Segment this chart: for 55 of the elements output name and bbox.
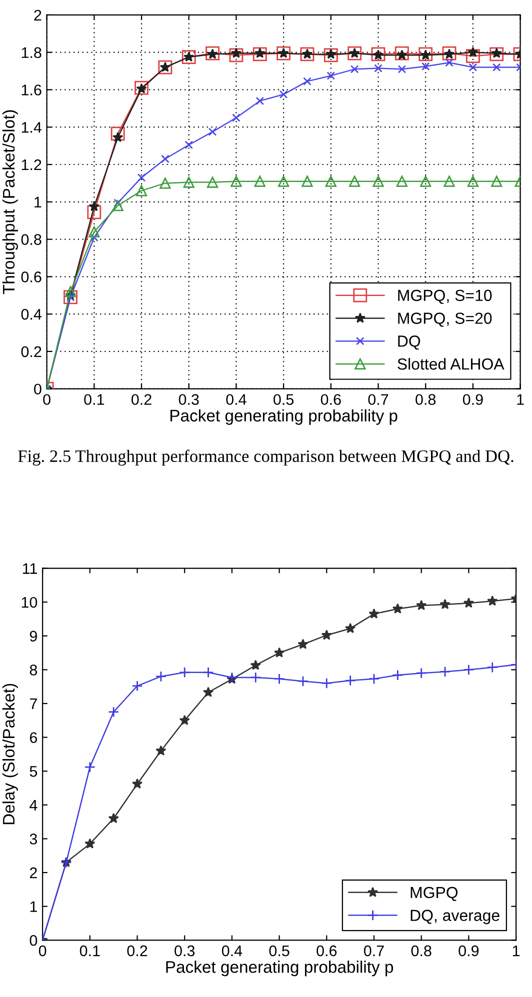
y-tick-label: 11 (23, 563, 37, 574)
y-tick-label: 6 (30, 732, 38, 744)
x-tick-label: 0.6 (316, 945, 337, 956)
x-tick-label: 0.9 (462, 394, 483, 405)
y-tick-label: 7 (30, 698, 37, 710)
legend-label: DQ, average (410, 910, 500, 924)
x-tick-label: 0.5 (269, 945, 290, 956)
x-tick-label: 0.4 (226, 394, 246, 405)
x-tick-label: 0.5 (274, 394, 294, 405)
x-tick-label: 0.8 (411, 945, 432, 956)
x-tick-label: 0.6 (320, 394, 341, 405)
y-tick-label: 4 (30, 800, 38, 810)
y-tick-label: 0.2 (21, 346, 42, 358)
x-tick-label: 1 (517, 394, 524, 405)
y-tick-label: 0 (34, 384, 42, 395)
x-tick-label: 0.2 (131, 394, 152, 405)
x-tick-label: 0.1 (84, 394, 104, 405)
y-tick-label: 1.6 (22, 84, 42, 96)
x-tick-label: 0.8 (416, 394, 436, 405)
legend-label: MGPQ (410, 886, 458, 902)
y-tick-label: 8 (30, 664, 38, 676)
y-tick-label: 9 (30, 630, 37, 642)
x-tick-label: 0.2 (127, 945, 148, 956)
x-tick-label: 1 (512, 946, 520, 956)
y-tick-label: 0 (30, 935, 38, 946)
caption: Fig. 2.5 Throughput performance comparison between MGPQ and DQ. (18, 450, 514, 466)
y-tick-label: 0.4 (21, 308, 42, 320)
y-tick-label: 2 (30, 867, 37, 878)
y-tick-label: 0.6 (21, 272, 42, 282)
x-tick-label: 0.1 (80, 945, 100, 956)
y-tick-label: 10 (22, 596, 38, 608)
y-tick-label: 3 (30, 834, 38, 844)
x-tick-label: 0 (43, 394, 50, 405)
y-tick-label: 1 (34, 196, 42, 208)
y-tick-label: 5 (30, 766, 38, 777)
x-tick-label: 0.9 (458, 945, 479, 956)
legend-label: DQ (398, 336, 420, 350)
y-tick-label: 1 (30, 901, 37, 912)
y-tick-label: 1.8 (22, 47, 42, 58)
y-tick-label: 1.4 (22, 122, 42, 133)
legend-label: MGPQ, S=20 (398, 312, 492, 327)
x-axis-title: Packet generating probability p (170, 409, 398, 425)
x-tick-label: 0.7 (364, 945, 384, 956)
legend-label: Slotted ALHOA (398, 358, 504, 370)
legend-label: MGPQ, S=10 (398, 290, 492, 304)
x-tick-label: 0.7 (368, 394, 388, 405)
y-axis-title: Throughput (Packet/Slot) (2, 110, 18, 294)
x-tick-label: 0.4 (222, 945, 242, 956)
x-axis-title: Packet generating probability p (166, 960, 394, 976)
y-axis-title: Delay (Slot/Packet) (2, 684, 18, 824)
x-tick-label: 0.3 (178, 394, 199, 405)
y-tick-label: 1.2 (22, 159, 42, 170)
y-tick-label: 0.8 (21, 234, 42, 245)
y-tick-label: 2 (34, 10, 42, 20)
x-tick-label: 0.3 (174, 945, 195, 956)
